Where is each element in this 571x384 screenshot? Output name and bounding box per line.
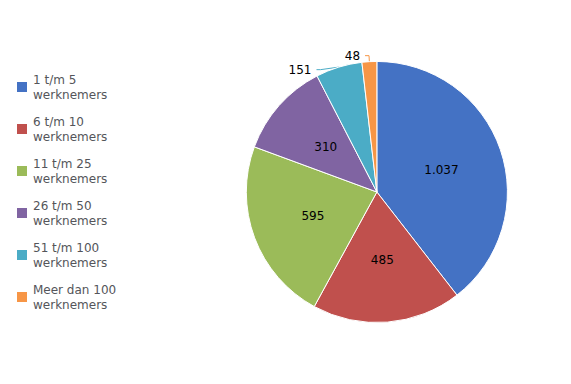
svg-text:6 t/m 10: 6 t/m 10 [33, 115, 84, 129]
svg-text:1 t/m 5: 1 t/m 5 [33, 73, 76, 87]
svg-text:48: 48 [345, 49, 360, 63]
svg-text:werknemers: werknemers [33, 130, 107, 144]
svg-text:werknemers: werknemers [33, 256, 107, 270]
svg-text:151: 151 [289, 63, 312, 77]
svg-text:310: 310 [314, 140, 337, 154]
svg-text:11 t/m 25: 11 t/m 25 [33, 157, 92, 171]
svg-text:1.037: 1.037 [424, 163, 458, 177]
svg-text:werknemers: werknemers [33, 88, 107, 102]
svg-text:26 t/m 50: 26 t/m 50 [33, 199, 92, 213]
svg-text:Meer dan 100: Meer dan 100 [33, 283, 116, 297]
svg-text:werknemers: werknemers [33, 298, 107, 312]
svg-text:werknemers: werknemers [33, 172, 107, 186]
svg-text:werknemers: werknemers [33, 214, 107, 228]
svg-text:51 t/m 100: 51 t/m 100 [33, 241, 99, 255]
svg-text:485: 485 [371, 253, 394, 267]
svg-text:595: 595 [301, 209, 324, 223]
